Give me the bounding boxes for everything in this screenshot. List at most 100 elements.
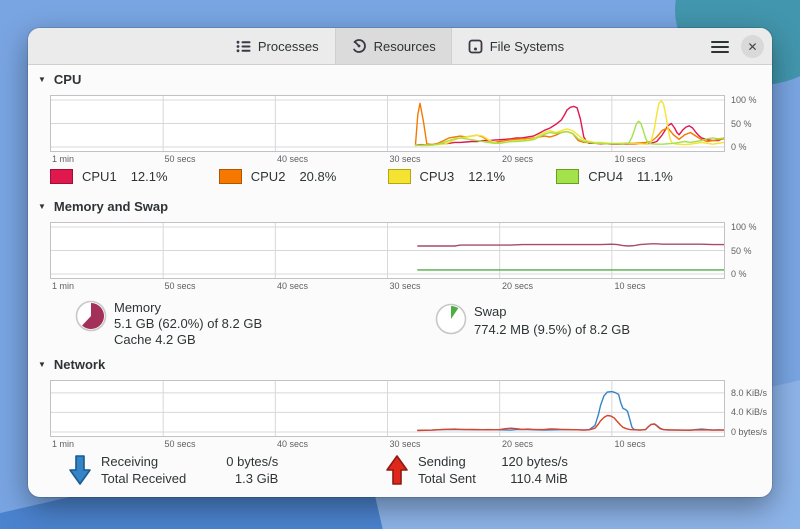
y-axis-tick-label: 0 % [731,141,747,152]
swap-usage: 774.2 MB (9.5%) of 8.2 GB [474,322,631,337]
cpu4-color-swatch[interactable] [556,169,580,184]
receiving-block: Receiving 0 bytes/s Total Received 1.3 G… [68,454,278,487]
memory-pie-icon [75,300,107,332]
y-axis-tick-label: 100 % [731,222,757,233]
tab-file-systems-label: File Systems [489,38,565,54]
cpu-y-axis-labels: 100 % 50 % 0 % [731,95,772,152]
network-history-chart [50,380,725,437]
header-controls: ✕ [711,28,764,65]
cpu2-value: 20.8% [299,169,337,184]
total-sent-value: 110.4 MiB [510,471,568,486]
tab-file-systems[interactable]: File Systems [452,28,580,64]
resources-view: ▼ CPU 100 % 50 % 0 % 1 min 50 secs 40 secs 30… [28,65,772,497]
speedometer-icon [351,39,366,53]
memory-x-axis-labels: 1 min 50 secs 40 secs 30 secs 20 secs 10 secs [50,281,725,293]
tab-resources[interactable]: Resources [334,28,452,64]
x-axis-tick-label: 30 secs [389,281,421,291]
memory-section-header[interactable]: ▼ Memory and Swap [38,199,168,214]
receiving-down-arrow-icon [69,455,91,485]
list-icon [236,40,251,52]
cpu1-legend-item[interactable]: CPU1 12.1% [50,169,219,184]
memory-section-title: Memory and Swap [53,199,169,214]
x-axis-tick-label: 10 secs [614,281,646,291]
network-legend-row: Receiving 0 bytes/s Total Received 1.3 G… [28,454,772,492]
memory-history-chart [50,222,725,279]
cpu-section-header[interactable]: ▼ CPU [38,72,81,87]
y-axis-tick-label: 100 % [731,95,757,106]
y-axis-tick-label: 0 % [731,268,747,279]
y-axis-tick-label: 4.0 KiB/s [731,407,768,418]
cpu1-value: 12.1% [130,169,168,184]
close-icon[interactable]: ✕ [741,35,764,58]
y-axis-tick-label: 50 % [731,245,752,256]
x-axis-tick-label: 10 secs [614,439,646,449]
total-received-label: Total Received [101,471,187,486]
swap-info-block: Swap 774.2 MB (9.5%) of 8.2 GB [435,303,630,338]
sending-block: Sending 120 bytes/s Total Sent 110.4 MiB [385,454,568,487]
network-x-axis-labels: 1 min 50 secs 40 secs 30 secs 20 secs 10 secs [50,439,725,451]
memory-info-block: Memory 5.1 GB (62.0%) of 8.2 GB Cache 4.… [75,300,262,348]
memory-swap-info-row: Memory 5.1 GB (62.0%) of 8.2 GB Cache 4.… [28,300,772,350]
x-axis-tick-label: 50 secs [164,281,196,291]
cpu4-label: CPU4 [588,169,623,184]
cpu-x-axis-labels: 1 min 50 secs 40 secs 30 secs 20 secs 10 secs [50,154,725,166]
menu-icon[interactable] [711,40,729,53]
cpu1-color-swatch[interactable] [50,169,73,184]
sending-label: Sending [418,454,466,469]
memory-label: Memory [114,300,161,315]
swap-pie-icon [435,303,467,335]
cpu4-value: 11.1% [636,169,673,184]
cpu-history-chart [50,95,725,152]
total-received-value: 1.3 GiB [234,471,279,486]
x-axis-tick-label: 1 min [52,154,75,164]
sending-up-arrow-icon [386,455,408,485]
x-axis-tick-label: 40 secs [277,281,309,291]
total-sent-label: Total Sent [418,471,476,486]
x-axis-tick-label: 1 min [52,281,75,291]
tab-processes-label: Processes [257,38,319,54]
x-axis-tick-label: 20 secs [502,154,534,164]
y-axis-tick-label: 0 bytes/s [731,426,768,437]
memory-y-axis-labels: 100 % 50 % 0 % [731,222,772,279]
memory-usage: 5.1 GB (62.0%) of 8.2 GB [114,316,263,331]
memory-cache: Cache 4.2 GB [114,332,196,347]
cpu1-label: CPU1 [82,169,117,184]
cpu2-label: CPU2 [250,169,286,184]
receiving-label: Receiving [101,454,159,469]
tab-resources-label: Resources [373,38,436,54]
drive-icon [468,39,483,53]
x-axis-tick-label: 40 secs [277,154,309,164]
memory-disclosure-triangle-icon[interactable]: ▼ [38,202,46,211]
cpu-section-title: CPU [53,72,82,87]
network-section-header[interactable]: ▼ Network [38,357,105,372]
x-axis-tick-label: 50 secs [164,439,196,449]
receiving-rate: 0 bytes/s [226,454,279,469]
cpu-disclosure-triangle-icon[interactable]: ▼ [38,75,46,84]
network-section-title: Network [53,357,106,372]
cpu3-value: 12.1% [468,169,506,184]
cpu2-color-swatch[interactable] [218,169,242,184]
x-axis-tick-label: 20 secs [502,281,534,291]
cpu-legend: CPU1 12.1% CPU2 20.8% CPU3 12.1% CPU4 11… [50,169,725,184]
x-axis-tick-label: 30 secs [389,154,421,164]
x-axis-tick-label: 20 secs [502,439,534,449]
cpu3-label: CPU3 [419,169,455,184]
x-axis-tick-label: 40 secs [277,439,309,449]
cpu4-legend-item[interactable]: CPU4 11.1% [556,169,725,184]
system-monitor-window: Processes Resources File Systems ✕ ▼ [28,28,772,497]
x-axis-tick-label: 50 secs [164,154,196,164]
x-axis-tick-label: 1 min [52,439,75,449]
headerbar: Processes Resources File Systems ✕ [28,28,772,65]
tab-processes[interactable]: Processes [220,28,335,64]
x-axis-tick-label: 30 secs [389,439,421,449]
cpu3-color-swatch[interactable] [387,169,411,184]
network-y-axis-labels: 8.0 KiB/s 4.0 KiB/s 0 bytes/s [731,380,772,437]
network-disclosure-triangle-icon[interactable]: ▼ [38,360,46,369]
y-axis-tick-label: 50 % [731,118,752,129]
cpu3-legend-item[interactable]: CPU3 12.1% [387,169,557,184]
swap-label: Swap [474,304,507,319]
sending-rate: 120 bytes/s [501,454,568,469]
cpu2-legend-item[interactable]: CPU2 20.8% [218,169,388,184]
x-axis-tick-label: 10 secs [614,154,646,164]
y-axis-tick-label: 8.0 KiB/s [731,387,768,398]
